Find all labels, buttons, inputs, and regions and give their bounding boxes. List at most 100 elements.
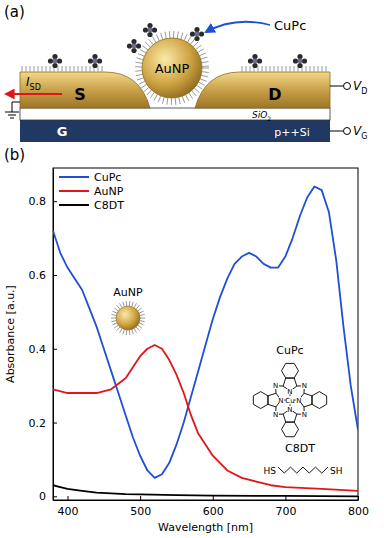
ligand [186,95,189,101]
ligand [137,78,144,80]
drain-voltage-label: VD [353,79,367,96]
gate-voltage-label-sub: G [361,132,367,141]
cupc-icon-part [194,27,199,32]
cupc-icon [127,39,141,53]
ligand [82,66,83,72]
cupc-icon-part [127,43,132,48]
ligand [306,66,307,72]
ligand [123,302,125,307]
legend: CuPcAuNPC8DT [59,171,124,212]
drain-label: D [268,85,281,104]
y-axis-title: Absorbance [a.u.] [4,285,17,383]
ligand [139,311,144,313]
current-arrow [6,93,62,95]
ligand [132,329,134,334]
particle-label: AuNP [155,61,190,76]
cupc-icon-part [57,58,62,63]
gate-label: G [57,124,68,139]
ligand [173,31,174,38]
cupc-icon-part [147,23,152,28]
ligand [136,327,139,331]
ligand [111,315,116,316]
cupc-icon [248,54,262,68]
panel-label: (a) [4,3,25,21]
cupc-icon [88,54,102,68]
gate-voltage-wire [330,131,343,132]
ligand [187,36,191,42]
gate-voltage-terminal [344,128,351,135]
ligand [111,318,116,319]
y-axis-tick-mark [53,201,57,202]
ligand [147,90,152,95]
ligand [140,315,145,316]
cupc-icon-part [92,63,97,68]
ligand [111,321,116,322]
legend-swatch [59,190,89,192]
legend-label: CuPc [94,171,121,184]
ligand [30,66,31,72]
molecule-label: CuPc [274,18,306,33]
drain-electrode [195,72,330,108]
panel-label: (b) [4,146,25,164]
x-axis-tick: 500 [130,496,151,518]
ligand [134,328,137,332]
ligand [38,66,39,72]
cupc-icon-part [136,43,141,48]
ligand [134,303,137,307]
ligand [190,39,194,45]
y-axis-tick-label: 0.4 [29,343,47,356]
cupc-icon-part [92,54,97,59]
y-axis-tick-mark [53,496,57,497]
ligand [193,42,198,47]
x-axis-tick-label: 700 [275,505,296,518]
drain-voltage-terminal [344,83,351,90]
current-label: ISD [26,75,41,92]
cupc-icon-core [195,32,200,37]
y-axis-tick-label: 0.6 [29,269,47,282]
cupc-icon-part [293,58,298,63]
inset-ligand-shell [111,301,145,335]
ligand [135,70,142,72]
cupc-icon-part [131,48,136,53]
atom-label: Cu [285,397,294,405]
ligand [189,93,193,99]
ligand [149,39,153,44]
ligand [66,66,67,72]
inset-particle-label: AuNP [113,286,143,299]
x-axis-tick-label: 500 [130,505,151,518]
oxide-label-sub: 2 [267,115,271,122]
linker-chain [278,467,328,473]
cupc-icon-part [52,63,57,68]
ligand [139,323,144,325]
bond-ring [282,363,299,378]
cupc-icon-core [298,59,303,64]
ligand [156,34,159,40]
ligand [136,74,143,75]
ligand [198,49,204,53]
oxide-label-base: SiO [252,110,267,120]
gate-layer [20,120,330,142]
x-axis: 400500600700800 [54,496,370,518]
x-axis-tick-mark [358,496,359,500]
x-axis-tick: 800 [348,496,369,518]
ligand [181,33,183,40]
cupc-icon-core [53,59,58,64]
x-axis-tick: 700 [275,496,296,518]
bond-ring [253,392,268,409]
substrate-label: p++Si [274,126,309,139]
cupc-icon [293,54,307,68]
cupc-icon-part [297,54,302,59]
y-axis-tick: 0 [39,490,57,503]
ligand [120,328,123,332]
ligand [78,66,79,72]
ligand [175,98,177,105]
y-axis-tick: 0.4 [29,343,58,356]
ligand [140,321,145,322]
ligand [278,66,279,72]
ligand [120,303,123,307]
ligand [144,87,149,91]
ligand [34,66,35,72]
ligand [318,66,319,72]
ligand [290,66,291,72]
cupc-icon-core [148,28,153,33]
